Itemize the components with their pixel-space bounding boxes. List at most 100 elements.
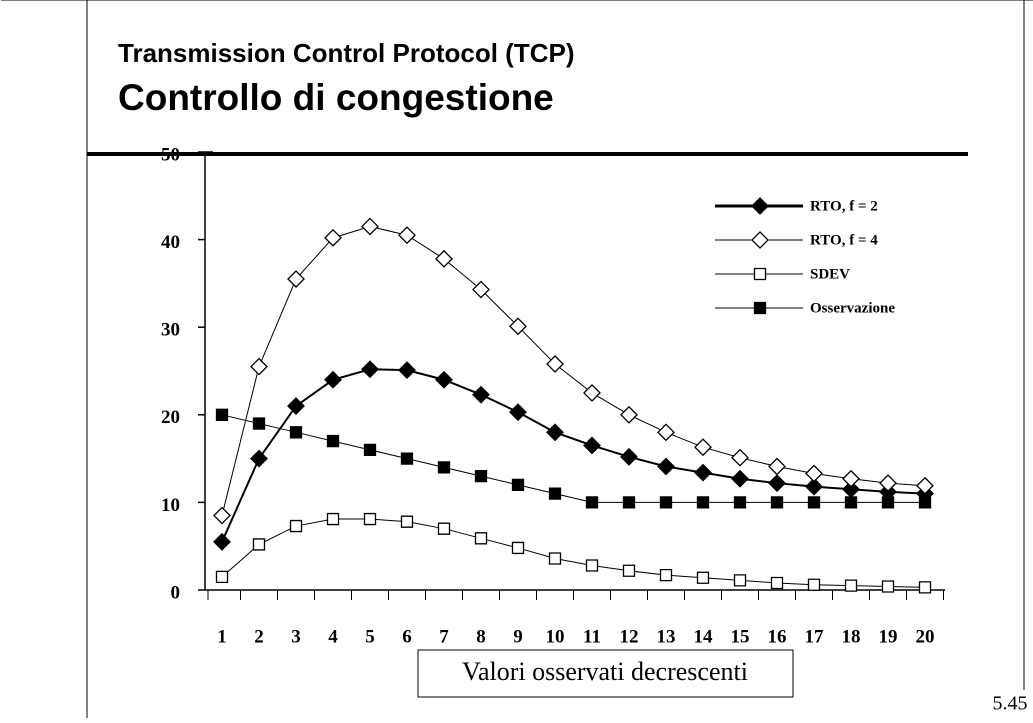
point-marker: [694, 463, 712, 482]
point-marker: [881, 580, 895, 593]
point-marker: [361, 360, 379, 379]
point-marker: [472, 385, 490, 404]
point-marker: [805, 464, 823, 483]
point-marker: [696, 496, 710, 509]
point-marker: [548, 487, 562, 500]
point-marker: [733, 496, 747, 509]
x-tick-label: 15: [731, 626, 750, 647]
point-marker: [398, 226, 416, 245]
point-marker: [583, 383, 601, 402]
slide-subtitle: Controllo di congestione: [118, 77, 554, 118]
point-marker: [657, 457, 675, 476]
x-tick-label: 6: [402, 626, 412, 647]
x-tick-label: 14: [694, 626, 714, 647]
point-marker: [879, 474, 897, 493]
legend-marker: [753, 301, 767, 315]
point-marker: [326, 434, 340, 448]
point-marker: [659, 496, 673, 509]
point-marker: [250, 357, 268, 376]
x-tick-label: 9: [513, 626, 523, 647]
point-marker: [620, 447, 638, 466]
x-tick-label: 13: [657, 626, 676, 647]
x-tick-label: 19: [879, 626, 898, 647]
x-tick-label: 18: [842, 626, 861, 647]
point-marker: [620, 405, 638, 424]
point-marker: [400, 515, 414, 528]
point-marker: [807, 578, 821, 591]
point-marker: [287, 270, 305, 288]
point-marker: [881, 496, 895, 509]
point-marker: [844, 579, 858, 592]
y-tick-label: 0: [171, 582, 181, 603]
legend-marker: [751, 231, 769, 249]
point-marker: [657, 423, 675, 442]
x-tick-label: 3: [291, 626, 301, 647]
x-tick-label: 2: [254, 626, 264, 647]
x-tick-label: 12: [620, 626, 639, 647]
point-marker: [805, 477, 823, 496]
point-marker: [509, 403, 527, 422]
point-marker: [511, 478, 525, 492]
point-marker: [213, 532, 231, 551]
point-marker: [842, 469, 860, 488]
x-tick-label: 5: [365, 626, 375, 647]
x-tick-label: 8: [476, 626, 486, 647]
legend-marker: [753, 267, 767, 281]
legend-marker: [751, 197, 769, 215]
x-tick-label: 16: [768, 626, 787, 647]
xlabel-box: [417, 649, 794, 698]
point-marker: [696, 571, 710, 584]
series-line: [221, 518, 926, 588]
series-line: [221, 414, 925, 503]
point-marker: [694, 438, 712, 457]
y-tick-label: 30: [161, 320, 180, 341]
point-marker: [400, 452, 414, 465]
legend-label: RTO, f = 4: [810, 232, 878, 248]
legend-label: RTO, f = 2: [810, 198, 878, 214]
point-marker: [733, 574, 747, 587]
legend-label: Osservazione: [810, 300, 895, 316]
point-marker: [435, 370, 453, 389]
point-marker: [768, 457, 786, 476]
point-marker: [250, 449, 268, 468]
point-marker: [363, 443, 377, 456]
point-marker: [437, 522, 451, 535]
point-marker: [546, 423, 564, 442]
point-marker: [472, 280, 490, 299]
point-marker: [548, 552, 562, 565]
x-tick-label: 1: [217, 626, 227, 647]
y-tick-label: 20: [161, 407, 180, 428]
point-marker: [918, 496, 932, 509]
point-marker: [287, 397, 305, 415]
point-marker: [252, 538, 266, 551]
x-tick-label: 4: [328, 626, 338, 647]
point-marker: [289, 519, 303, 533]
point-marker: [585, 559, 599, 572]
point-marker: [289, 426, 303, 439]
x-tick-label: 17: [805, 626, 825, 647]
slide-title: Transmission Control Protocol (TCP): [118, 38, 574, 68]
y-tick-label: 50: [161, 144, 180, 165]
point-marker: [435, 249, 453, 268]
point-marker: [324, 370, 342, 389]
point-marker: [509, 317, 527, 336]
point-marker: [398, 361, 416, 380]
point-marker: [324, 228, 342, 247]
x-axis-label: Valori osservati decrescenti: [462, 657, 748, 686]
point-marker: [731, 469, 749, 488]
y-tick-label: 40: [161, 232, 180, 253]
point-marker: [215, 570, 229, 584]
x-tick-label: 7: [439, 626, 449, 647]
point-marker: [326, 512, 340, 526]
page-number: 5.45: [993, 693, 1028, 715]
point-marker: [437, 461, 451, 474]
point-marker: [585, 496, 599, 509]
point-marker: [768, 474, 786, 493]
point-marker: [918, 581, 932, 594]
point-marker: [474, 532, 488, 545]
legend-label: SDEV: [810, 266, 850, 282]
point-marker: [363, 512, 377, 526]
point-marker: [215, 408, 229, 421]
x-tick-label: 11: [583, 626, 601, 647]
